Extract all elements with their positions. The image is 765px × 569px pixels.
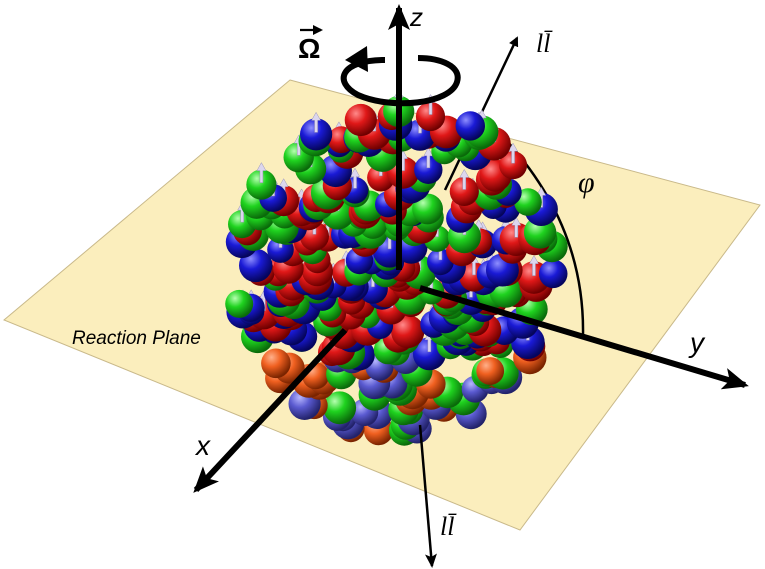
y-axis [419, 285, 749, 390]
nucleon-sphere [538, 259, 568, 289]
y-axis-label: y [688, 327, 706, 358]
nucleon-sphere [455, 111, 485, 141]
x-axis [193, 327, 348, 493]
nucleon-sphere [414, 155, 443, 184]
spin-arrow [423, 147, 434, 169]
nucleon-sphere [499, 151, 528, 180]
nucleon-sphere [323, 391, 357, 425]
dilepton-label-bottom: ll̄ [440, 512, 457, 541]
spin-arrow [350, 167, 360, 189]
nucleon-sphere [415, 101, 446, 132]
rotation-arrow [340, 55, 461, 107]
phi-label: φ [578, 166, 595, 199]
spin-arrow [511, 216, 522, 238]
nucleon-sphere [449, 176, 479, 206]
dilepton-label-top: ll̄ [536, 29, 553, 58]
spin-arrow [508, 142, 518, 164]
nucleon-cluster [225, 88, 568, 446]
z-axis-label: z [409, 2, 423, 32]
nucleon-sphere [225, 289, 254, 318]
dilepton-arrow-bottom [418, 424, 437, 568]
rotation-arrow-head [345, 46, 368, 72]
nucleon-sphere [344, 103, 377, 137]
nucleon-sphere [476, 357, 505, 385]
nucleon-sphere [261, 348, 291, 379]
nucleon-sphere [391, 315, 425, 349]
nucleon-sphere [412, 193, 443, 225]
nucleon-sphere [246, 169, 277, 200]
reaction-plane-label: Reaction Plane [72, 328, 201, 349]
nucleon-sphere [300, 118, 333, 151]
spin-arrow [459, 168, 470, 190]
spin-arrow [311, 111, 322, 133]
omega-label: Ω [298, 33, 320, 64]
spin-arrow [529, 255, 539, 276]
x-axis-label: x [194, 430, 211, 461]
spin-arrow [256, 162, 267, 183]
